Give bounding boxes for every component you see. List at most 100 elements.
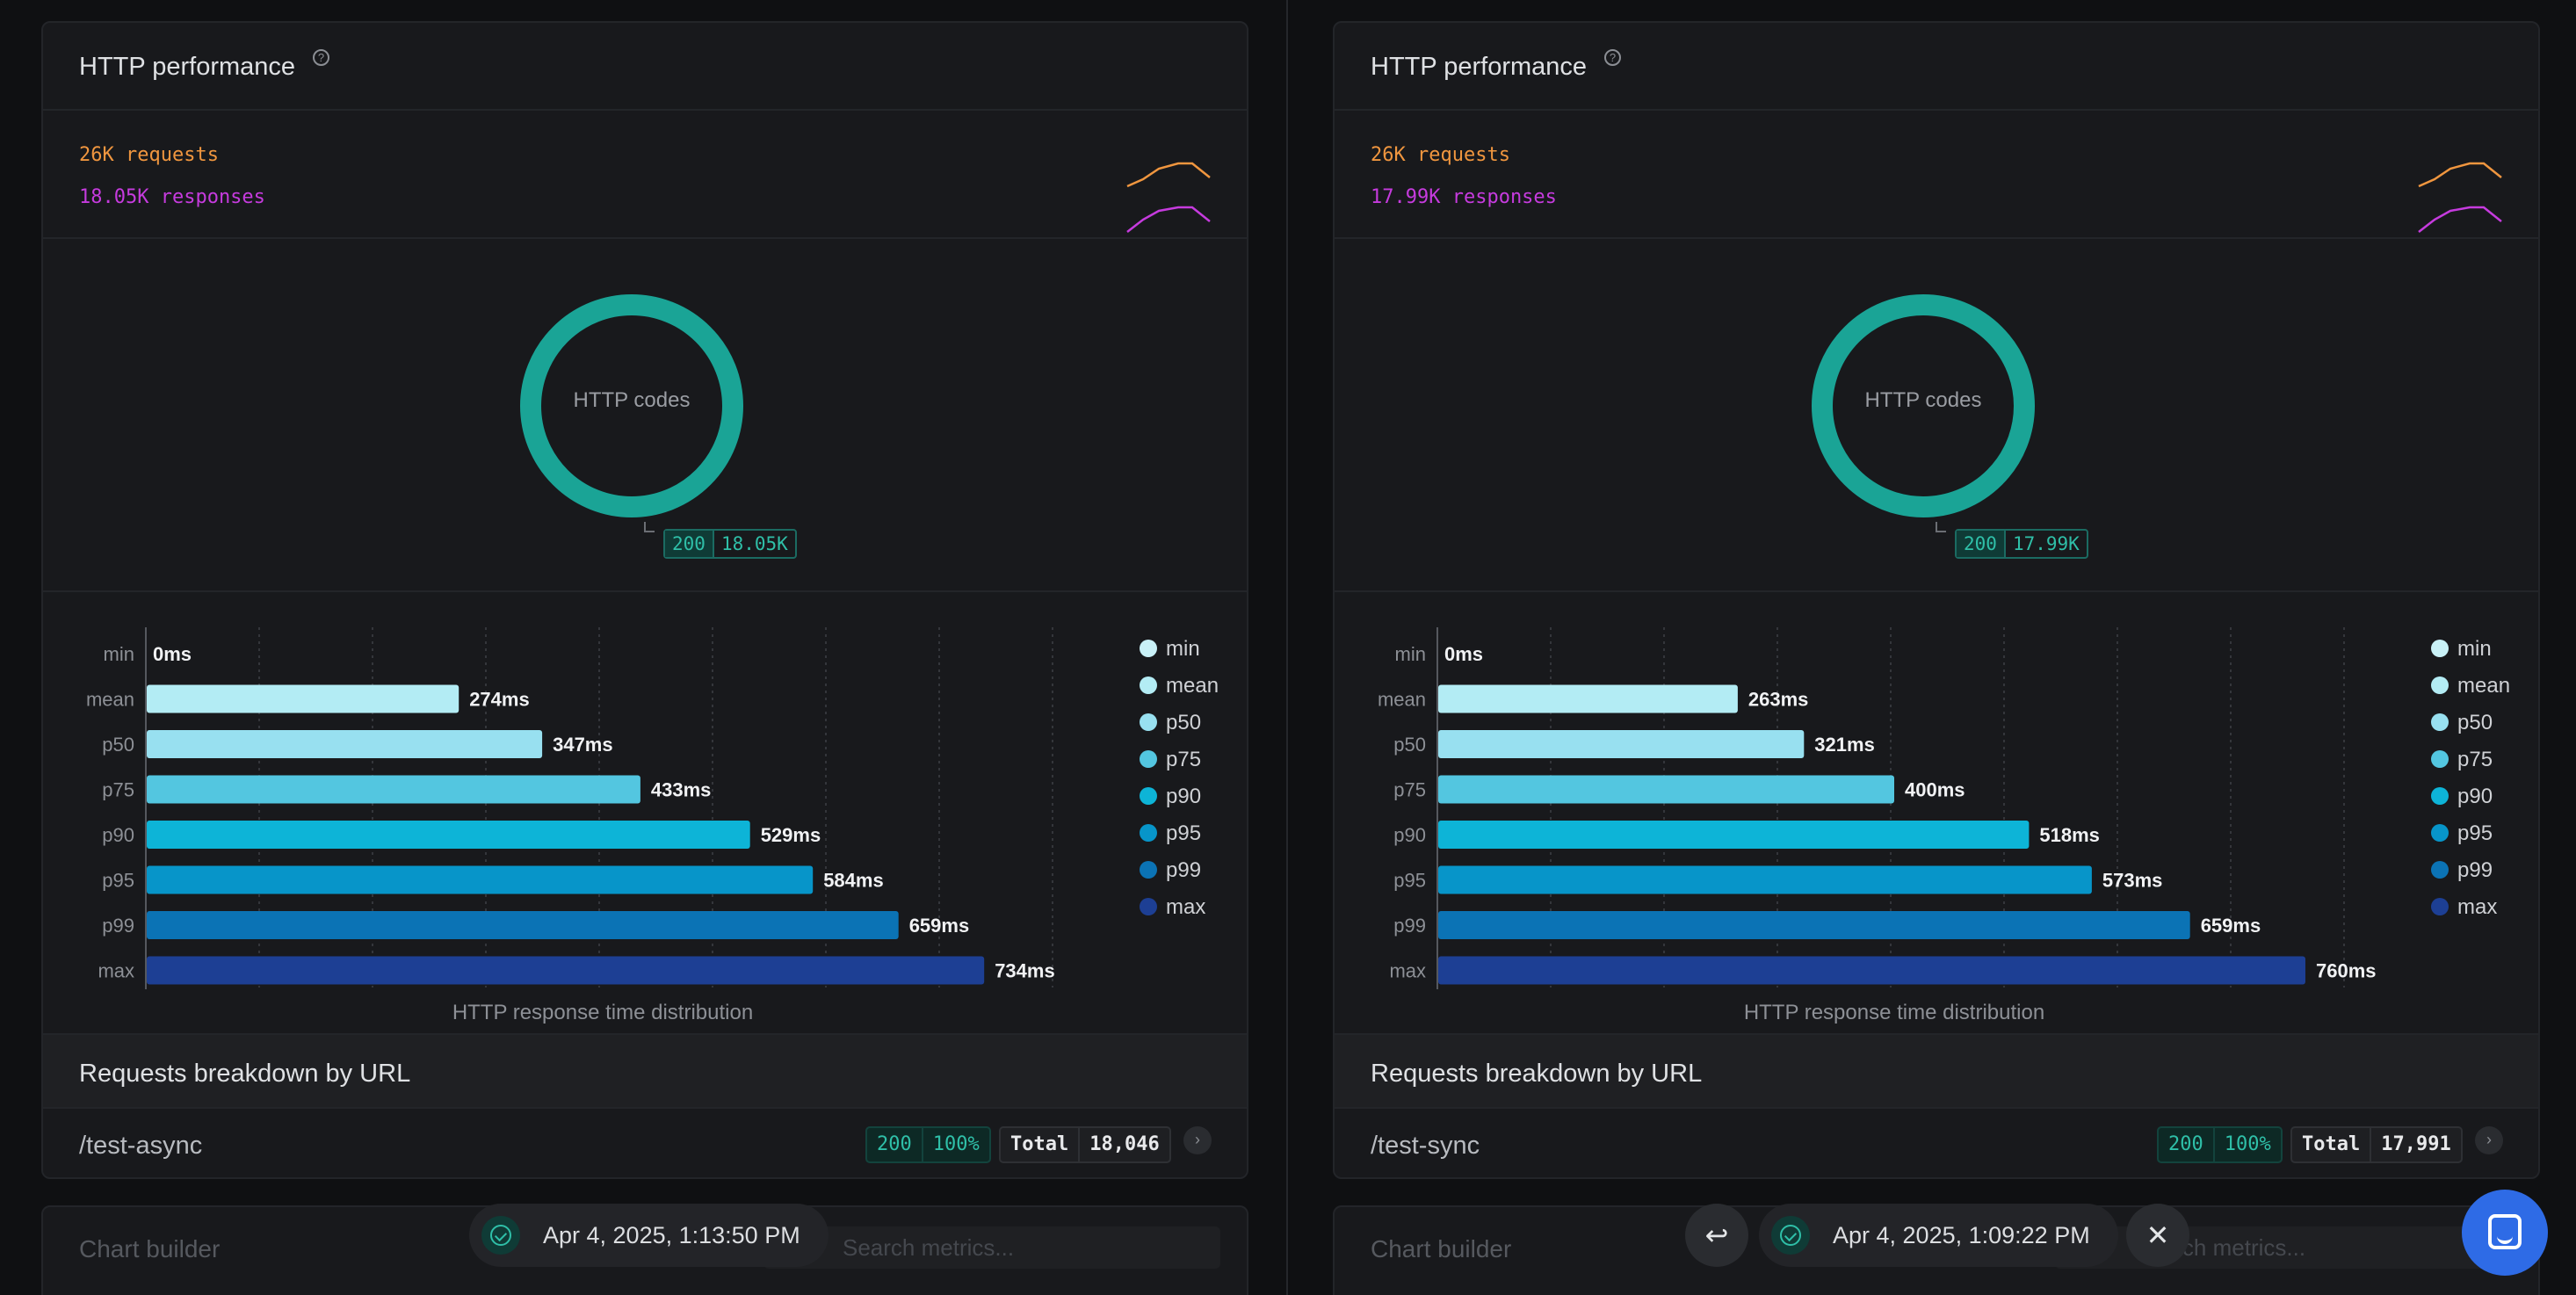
http-codes-section: HTTP codes 200 17.99K bbox=[1335, 237, 2538, 590]
url-row[interactable]: /test-async 200 100% Total 18,046 › bbox=[43, 1107, 1247, 1177]
bar-mean[interactable] bbox=[1438, 684, 1738, 713]
legend-item-p50[interactable]: p50 bbox=[1166, 711, 1201, 734]
chevron-right-icon[interactable]: › bbox=[1183, 1126, 1212, 1154]
status-badge[interactable]: 200 18.05K bbox=[663, 529, 797, 559]
value-label: 734ms bbox=[995, 960, 1055, 982]
bar-max[interactable] bbox=[1438, 956, 2305, 985]
legend-item-max[interactable]: max bbox=[2457, 895, 2497, 919]
bar-p50[interactable] bbox=[1438, 730, 1805, 758]
value-label: 659ms bbox=[909, 915, 970, 937]
legend-dot-p90 bbox=[1140, 787, 1157, 805]
breakdown-title: Requests breakdown by URL bbox=[1371, 1060, 1703, 1088]
url-status-code: 200 bbox=[867, 1128, 923, 1161]
close-icon[interactable]: ✕ bbox=[2126, 1204, 2189, 1267]
url-status-pill: 200 100% bbox=[865, 1126, 991, 1163]
legend-item-p95[interactable]: p95 bbox=[1166, 821, 1201, 845]
category-label: p95 bbox=[102, 870, 134, 892]
legend-dot-p75 bbox=[1140, 750, 1157, 768]
value-label: 529ms bbox=[761, 824, 821, 846]
legend-item-p90[interactable]: p90 bbox=[2457, 785, 2493, 808]
value-label: 760ms bbox=[2316, 960, 2377, 982]
legend-item-mean[interactable]: mean bbox=[1166, 674, 1219, 698]
value-label: 400ms bbox=[1905, 779, 1965, 801]
url-status-pct: 100% bbox=[932, 1133, 980, 1155]
status-badge[interactable]: 200 17.99K bbox=[1955, 529, 2088, 559]
value-label: 274ms bbox=[469, 689, 530, 711]
search-metrics-input[interactable]: Search metrics... bbox=[763, 1226, 1220, 1269]
total-value: 18,046 bbox=[1089, 1133, 1160, 1155]
bar-p99[interactable] bbox=[1438, 911, 2190, 939]
question-circle-icon[interactable]: ? bbox=[313, 49, 329, 66]
responses-sparkline bbox=[1126, 206, 1211, 233]
timestamp-chip[interactable]: Apr 4, 2025, 1:13:50 PM bbox=[469, 1204, 829, 1267]
value-label: 321ms bbox=[1814, 734, 1875, 756]
request-counts: 26K requests 18.05K responses bbox=[43, 109, 1247, 237]
responses-sparkline bbox=[2418, 206, 2502, 233]
chart-builder-title: Chart builder bbox=[1371, 1235, 1512, 1262]
category-label: p99 bbox=[102, 915, 134, 937]
http-codes-donut[interactable] bbox=[1809, 292, 2037, 520]
legend-item-min[interactable]: min bbox=[1166, 637, 1200, 661]
http-performance-card: HTTP performance ? 26K requests 18.05K r… bbox=[41, 21, 1248, 1179]
legend-item-min[interactable]: min bbox=[2457, 637, 2492, 661]
bar-p95[interactable] bbox=[1438, 865, 2092, 894]
bar-max[interactable] bbox=[147, 956, 985, 985]
legend-dot-p95 bbox=[2431, 824, 2449, 842]
bar-mean[interactable] bbox=[147, 684, 459, 713]
chat-icon[interactable] bbox=[2462, 1190, 2548, 1276]
timestamp: Apr 4, 2025, 1:13:50 PM bbox=[543, 1221, 800, 1248]
chevron-right-icon[interactable]: › bbox=[2475, 1126, 2503, 1154]
bar-p50[interactable] bbox=[147, 730, 543, 758]
legend-item-max[interactable]: max bbox=[1166, 895, 1205, 919]
legend-item-p75[interactable]: p75 bbox=[2457, 748, 2493, 771]
category-label: max bbox=[1389, 960, 1426, 982]
total-label: Total bbox=[2292, 1128, 2372, 1161]
card-header: HTTP performance ? bbox=[1335, 23, 2538, 109]
search-metrics-input[interactable]: Search metrics... bbox=[2055, 1226, 2512, 1269]
legend-dot-p99 bbox=[2431, 861, 2449, 879]
legend-dot-min bbox=[1140, 640, 1157, 657]
legend-dot-p90 bbox=[2431, 787, 2449, 805]
legend-dot-max bbox=[1140, 898, 1157, 915]
category-label: p75 bbox=[102, 779, 134, 801]
value-label: 347ms bbox=[553, 734, 613, 756]
url-row[interactable]: /test-sync 200 100% Total 17,991 › bbox=[1335, 1107, 2538, 1177]
legend-item-p99[interactable]: p99 bbox=[2457, 858, 2493, 882]
panel-left: HTTP performance ? 26K requests 18.05K r… bbox=[0, 0, 1288, 1295]
legend-item-p75[interactable]: p75 bbox=[1166, 748, 1201, 771]
bar-p95[interactable] bbox=[147, 865, 814, 894]
category-label: min bbox=[1395, 643, 1426, 665]
category-label: p50 bbox=[1393, 734, 1426, 756]
category-label: p90 bbox=[102, 824, 134, 846]
breakdown-header: Requests breakdown by URL bbox=[43, 1033, 1247, 1107]
bar-p75[interactable] bbox=[1438, 775, 1894, 804]
question-circle-icon[interactable]: ? bbox=[1604, 49, 1621, 66]
status-code: 200 bbox=[1957, 531, 2006, 557]
return-arrow-icon[interactable]: ↩ bbox=[1685, 1204, 1748, 1267]
total-label: Total bbox=[1001, 1128, 1081, 1161]
value-label: 0ms bbox=[153, 643, 192, 665]
donut-label: HTTP codes bbox=[1864, 388, 1982, 412]
responses-count: 18.05K responses bbox=[79, 186, 265, 208]
legend-item-p99[interactable]: p99 bbox=[1166, 858, 1201, 882]
latency-section: min 0ms min mean 263ms mean p50 321ms p50 p75 400m… bbox=[1335, 590, 2538, 1054]
value-label: 584ms bbox=[823, 870, 884, 892]
legend-item-p90[interactable]: p90 bbox=[1166, 785, 1201, 808]
category-label: mean bbox=[1378, 689, 1426, 711]
bar-p99[interactable] bbox=[147, 911, 899, 939]
legend-item-p95[interactable]: p95 bbox=[2457, 821, 2493, 845]
bar-p90[interactable] bbox=[147, 821, 750, 849]
x-axis-label: HTTP response time distribution bbox=[1744, 1001, 2044, 1024]
url-status-code: 200 bbox=[2159, 1128, 2215, 1161]
bar-p90[interactable] bbox=[1438, 821, 2030, 849]
legend-item-p50[interactable]: p50 bbox=[2457, 711, 2493, 734]
http-codes-donut[interactable] bbox=[517, 292, 746, 520]
card-title: HTTP performance bbox=[79, 53, 296, 81]
requests-count: 26K requests bbox=[1371, 144, 1510, 166]
category-label: p95 bbox=[1393, 870, 1426, 892]
timestamp-chip[interactable]: Apr 4, 2025, 1:09:22 PM bbox=[1759, 1204, 2118, 1267]
legend-item-mean[interactable]: mean bbox=[2457, 674, 2510, 698]
bar-p75[interactable] bbox=[147, 775, 640, 804]
url-total-pill: Total 17,991 bbox=[2290, 1126, 2463, 1163]
